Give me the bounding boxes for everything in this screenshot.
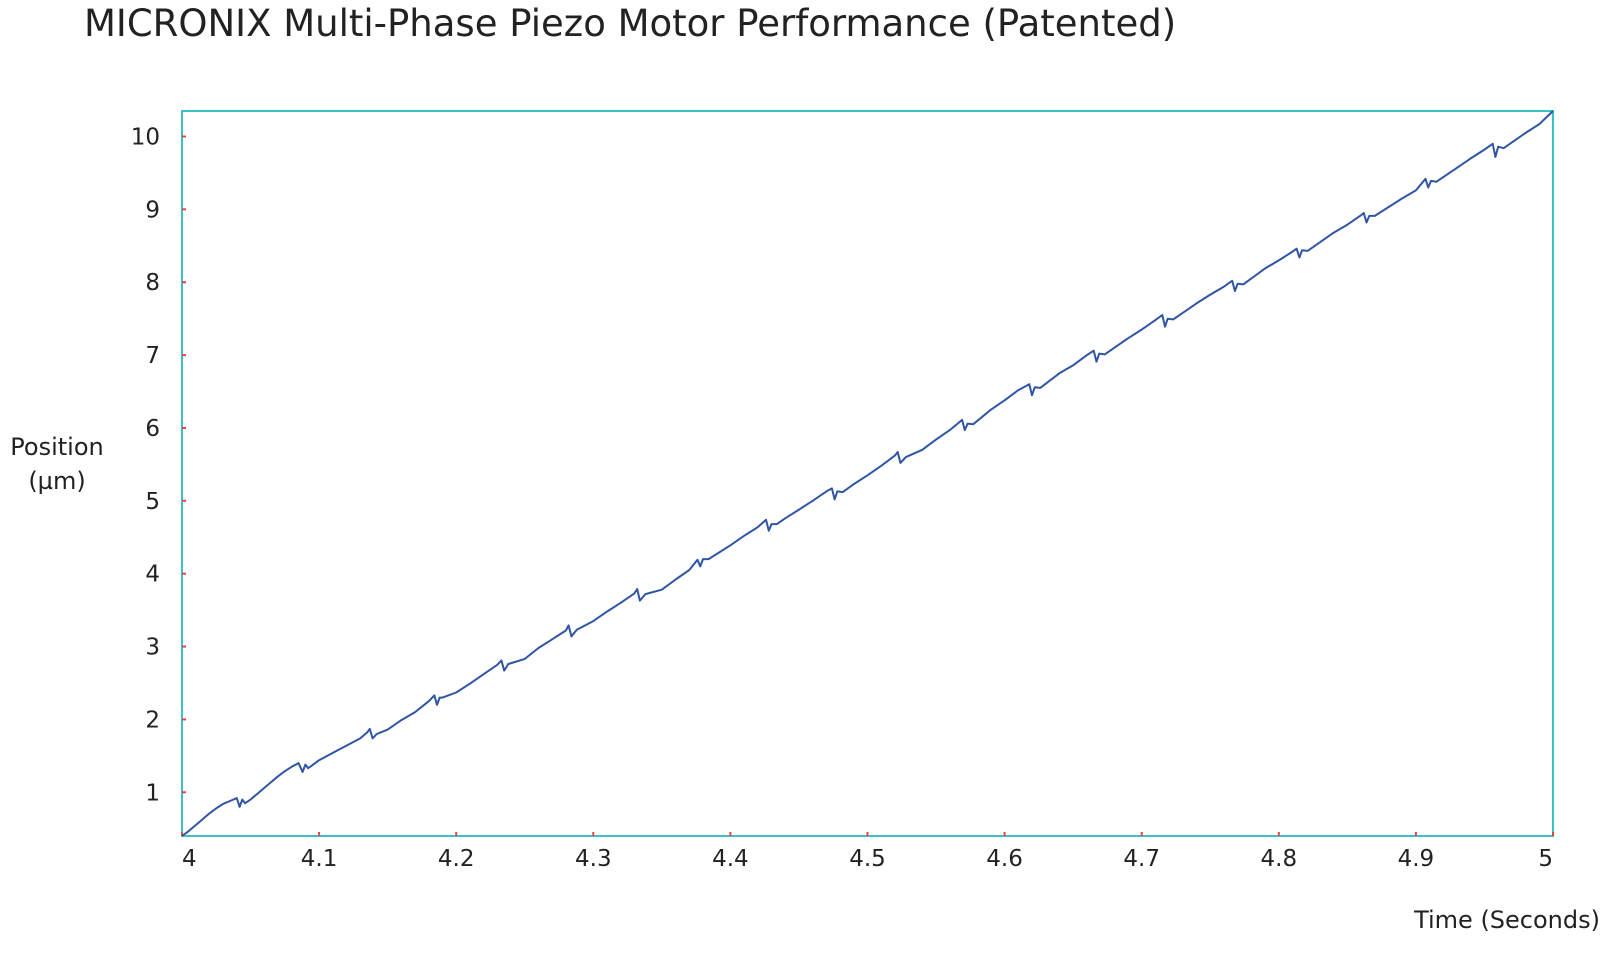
y-tick-label: 4	[145, 562, 160, 588]
y-axis-ticks: 1 2 3 4 5 6 7 8 9 10	[131, 125, 186, 806]
chart-title: MICRONIX Multi-Phase Piezo Motor Perform…	[84, 2, 1177, 45]
x-tick-label: 4.6	[986, 846, 1023, 872]
x-tick-label: 4.9	[1398, 846, 1435, 872]
y-axis-label-line-1: Position	[10, 433, 104, 461]
y-tick-label: 9	[145, 197, 160, 223]
y-tick-label: 10	[131, 125, 160, 151]
x-tick-label: 4.2	[438, 846, 475, 872]
y-axis-label: Position (µm)	[0, 430, 114, 498]
x-tick-label: 4.8	[1261, 846, 1298, 872]
x-tick-label: 4.1	[301, 846, 338, 872]
x-tick-label: 4	[182, 846, 197, 872]
y-tick-label: 8	[145, 270, 160, 296]
y-tick-label: 5	[145, 489, 160, 515]
position-series-line	[181, 110, 1554, 837]
x-axis-label: Time (Seconds)	[1414, 906, 1600, 934]
plot-frame	[181, 110, 1554, 837]
x-tick-label: 4.7	[1123, 846, 1160, 872]
y-tick-label: 3	[145, 635, 160, 661]
y-tick-label: 1	[145, 780, 160, 806]
x-tick-label: 4.3	[575, 846, 612, 872]
y-tick-label: 2	[145, 707, 160, 733]
y-axis-label-line-2: (µm)	[28, 467, 86, 495]
x-tick-label: 4.4	[712, 846, 749, 872]
x-tick-label: 4.5	[849, 846, 886, 872]
x-tick-label: 5	[1538, 846, 1553, 872]
y-tick-label: 7	[145, 343, 160, 369]
x-axis-ticks: 4 4.1 4.2 4.3 4.4 4.5 4.6 4.7 4.8 4.9 5	[181, 832, 1554, 872]
y-tick-label: 6	[145, 416, 160, 442]
